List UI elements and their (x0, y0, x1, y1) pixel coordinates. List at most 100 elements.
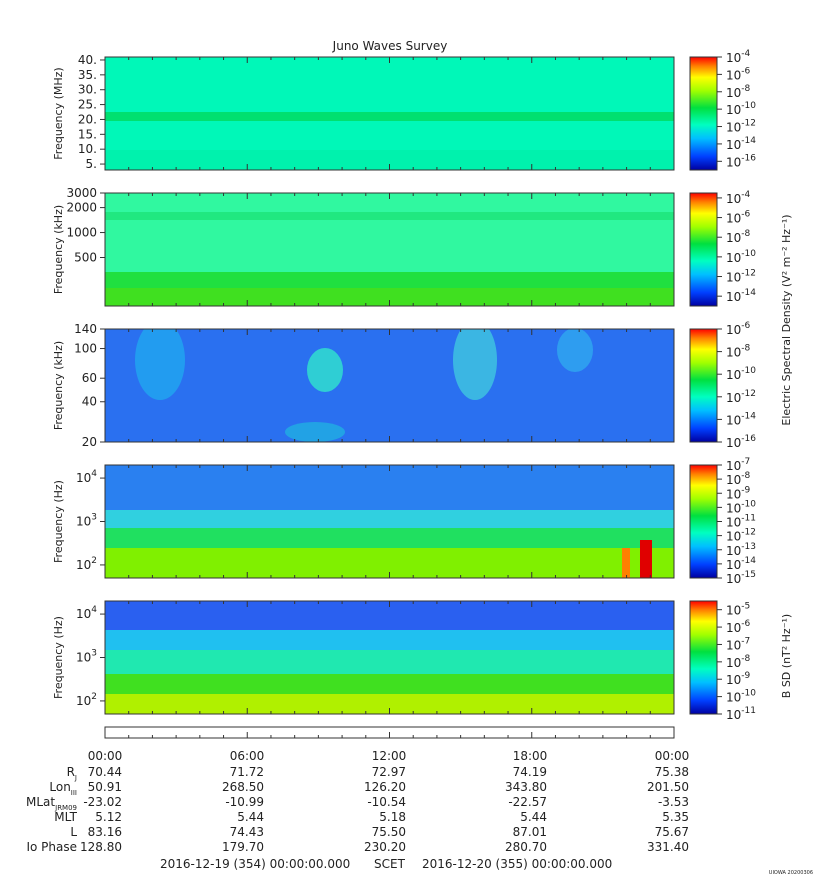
colorbar-tick-label: 10-10 (726, 689, 756, 705)
y-tick-label: 102 (76, 556, 97, 572)
panel-2 (105, 193, 674, 306)
panel-3-burst (285, 422, 345, 442)
panel-4-band (105, 528, 674, 548)
row-value: 230.20 (364, 840, 406, 854)
row-value: 75.67 (655, 825, 689, 839)
row-value: 50.91 (88, 780, 122, 794)
panel-5-band (105, 650, 674, 674)
colorbar-tick-label: 10-10 (726, 366, 756, 382)
time-label: 00:00 (655, 749, 690, 763)
colorbar-tick-label: 10-8 (726, 471, 751, 487)
colorbar-tick-label: 10-4 (726, 49, 751, 65)
y-axis-label: Frequency (MHz) (52, 67, 65, 159)
time-label: 06:00 (230, 749, 265, 763)
credit: UIOWA 20200306 (769, 870, 813, 876)
panel-5-band (105, 630, 674, 650)
row-value: 5.44 (520, 810, 547, 824)
row-value: 75.38 (655, 765, 689, 779)
panel-3-burst (557, 329, 593, 372)
row-value: 201.50 (647, 780, 689, 794)
y-tick-label: 5. (86, 157, 97, 171)
colorbar-tick-label: 10-11 (726, 706, 756, 722)
colorbar-tick-label: 10-10 (726, 249, 756, 265)
row-value: 280.70 (505, 840, 547, 854)
colorbar-tick-label: 10-6 (726, 66, 751, 82)
y-tick-label: 500 (74, 251, 97, 265)
time-label: 18:00 (513, 749, 548, 763)
colorbar-tick-label: 10-8 (726, 344, 751, 360)
colorbar-tick-label: 10-10 (726, 101, 756, 117)
colorbar-tick-label: 10-16 (726, 434, 756, 450)
colorbar-tick-label: 10-14 (726, 288, 756, 304)
colorbar-tick-label: 10-9 (726, 671, 751, 687)
colorbar-2 (689, 192, 718, 307)
row-value: 83.16 (88, 825, 122, 839)
time-label: 12:00 (372, 749, 407, 763)
row-value: 179.70 (222, 840, 264, 854)
chart-title: Juno Waves Survey (332, 39, 448, 53)
row-label: RJ (67, 765, 77, 782)
colorbar-tick-label: 10-8 (726, 229, 751, 245)
y-tick-label: 1000 (66, 226, 97, 240)
y-tick-label: 40 (82, 395, 97, 409)
colorbar-label-electric: Electric Spectral Density (V² m⁻² Hz⁻¹) (780, 214, 793, 425)
row-value: -3.53 (658, 795, 689, 809)
row-value: 5.18 (379, 810, 406, 824)
row-label: L (70, 825, 77, 839)
colorbar-tick-label: 10-9 (726, 485, 751, 501)
colorbar-3 (689, 328, 718, 443)
colorbar-tick-label: 10-4 (726, 190, 751, 206)
row-value: 5.12 (95, 810, 122, 824)
y-tick-label: 104 (76, 605, 97, 621)
y-axis-label: Frequency (Hz) (52, 480, 65, 563)
y-tick-label: 104 (76, 469, 97, 485)
row-value: 268.50 (222, 780, 264, 794)
y-tick-label: 20. (78, 112, 97, 126)
colorbar-tick-label: 10-13 (726, 542, 756, 558)
panel-3 (105, 329, 674, 442)
y-tick-label: 35. (78, 68, 97, 82)
row-value: 5.44 (237, 810, 264, 824)
colorbar-5 (689, 600, 718, 715)
row-value: 126.20 (364, 780, 406, 794)
footer-end: 2016-12-20 (355) 00:00:00.000 (422, 857, 612, 871)
y-tick-label: 10. (78, 142, 97, 156)
row-label: MLT (54, 810, 77, 824)
y-tick-label: 140 (74, 322, 97, 336)
panel-3-burst (307, 348, 343, 392)
y-tick-label: 3000 (66, 186, 97, 200)
panel-4-hot (622, 548, 630, 578)
y-tick-label: 20 (82, 435, 97, 449)
row-label: MLatJRM09 (26, 795, 77, 812)
y-tick-label: 103 (76, 649, 97, 665)
colorbar-tick-label: 10-12 (726, 269, 756, 285)
panel-5-band (105, 674, 674, 694)
row-value: -10.54 (367, 795, 406, 809)
row-value: 74.19 (513, 765, 547, 779)
y-tick-label: 40. (78, 53, 97, 67)
panel-5 (105, 601, 674, 714)
colorbar-tick-label: 10-12 (726, 119, 756, 135)
row-value: 72.97 (372, 765, 406, 779)
y-tick-label: 2000 (66, 201, 97, 215)
footer-scet: SCET (374, 857, 406, 871)
colorbar-tick-label: 10-6 (726, 321, 751, 337)
panel-3-burst (135, 329, 185, 400)
row-value: 87.01 (513, 825, 547, 839)
colorbar-tick-label: 10-7 (726, 636, 750, 652)
row-value: 5.35 (662, 810, 689, 824)
y-axis-label: Frequency (Hz) (52, 616, 65, 699)
colorbar-tick-label: 10-12 (726, 389, 756, 405)
row-value: 128.80 (80, 840, 122, 854)
colorbar-tick-label: 10-6 (726, 210, 751, 226)
row-value: 71.72 (230, 765, 264, 779)
row-value: 75.50 (372, 825, 406, 839)
row-value: 331.40 (647, 840, 689, 854)
footer-start: 2016-12-19 (354) 00:00:00.000 (160, 857, 350, 871)
row-label: LonIII (49, 780, 77, 797)
colorbar-tick-label: 10-15 (726, 570, 756, 586)
colorbar-tick-label: 10-12 (726, 528, 756, 544)
row-value: 70.44 (88, 765, 122, 779)
panel-4 (105, 465, 674, 578)
